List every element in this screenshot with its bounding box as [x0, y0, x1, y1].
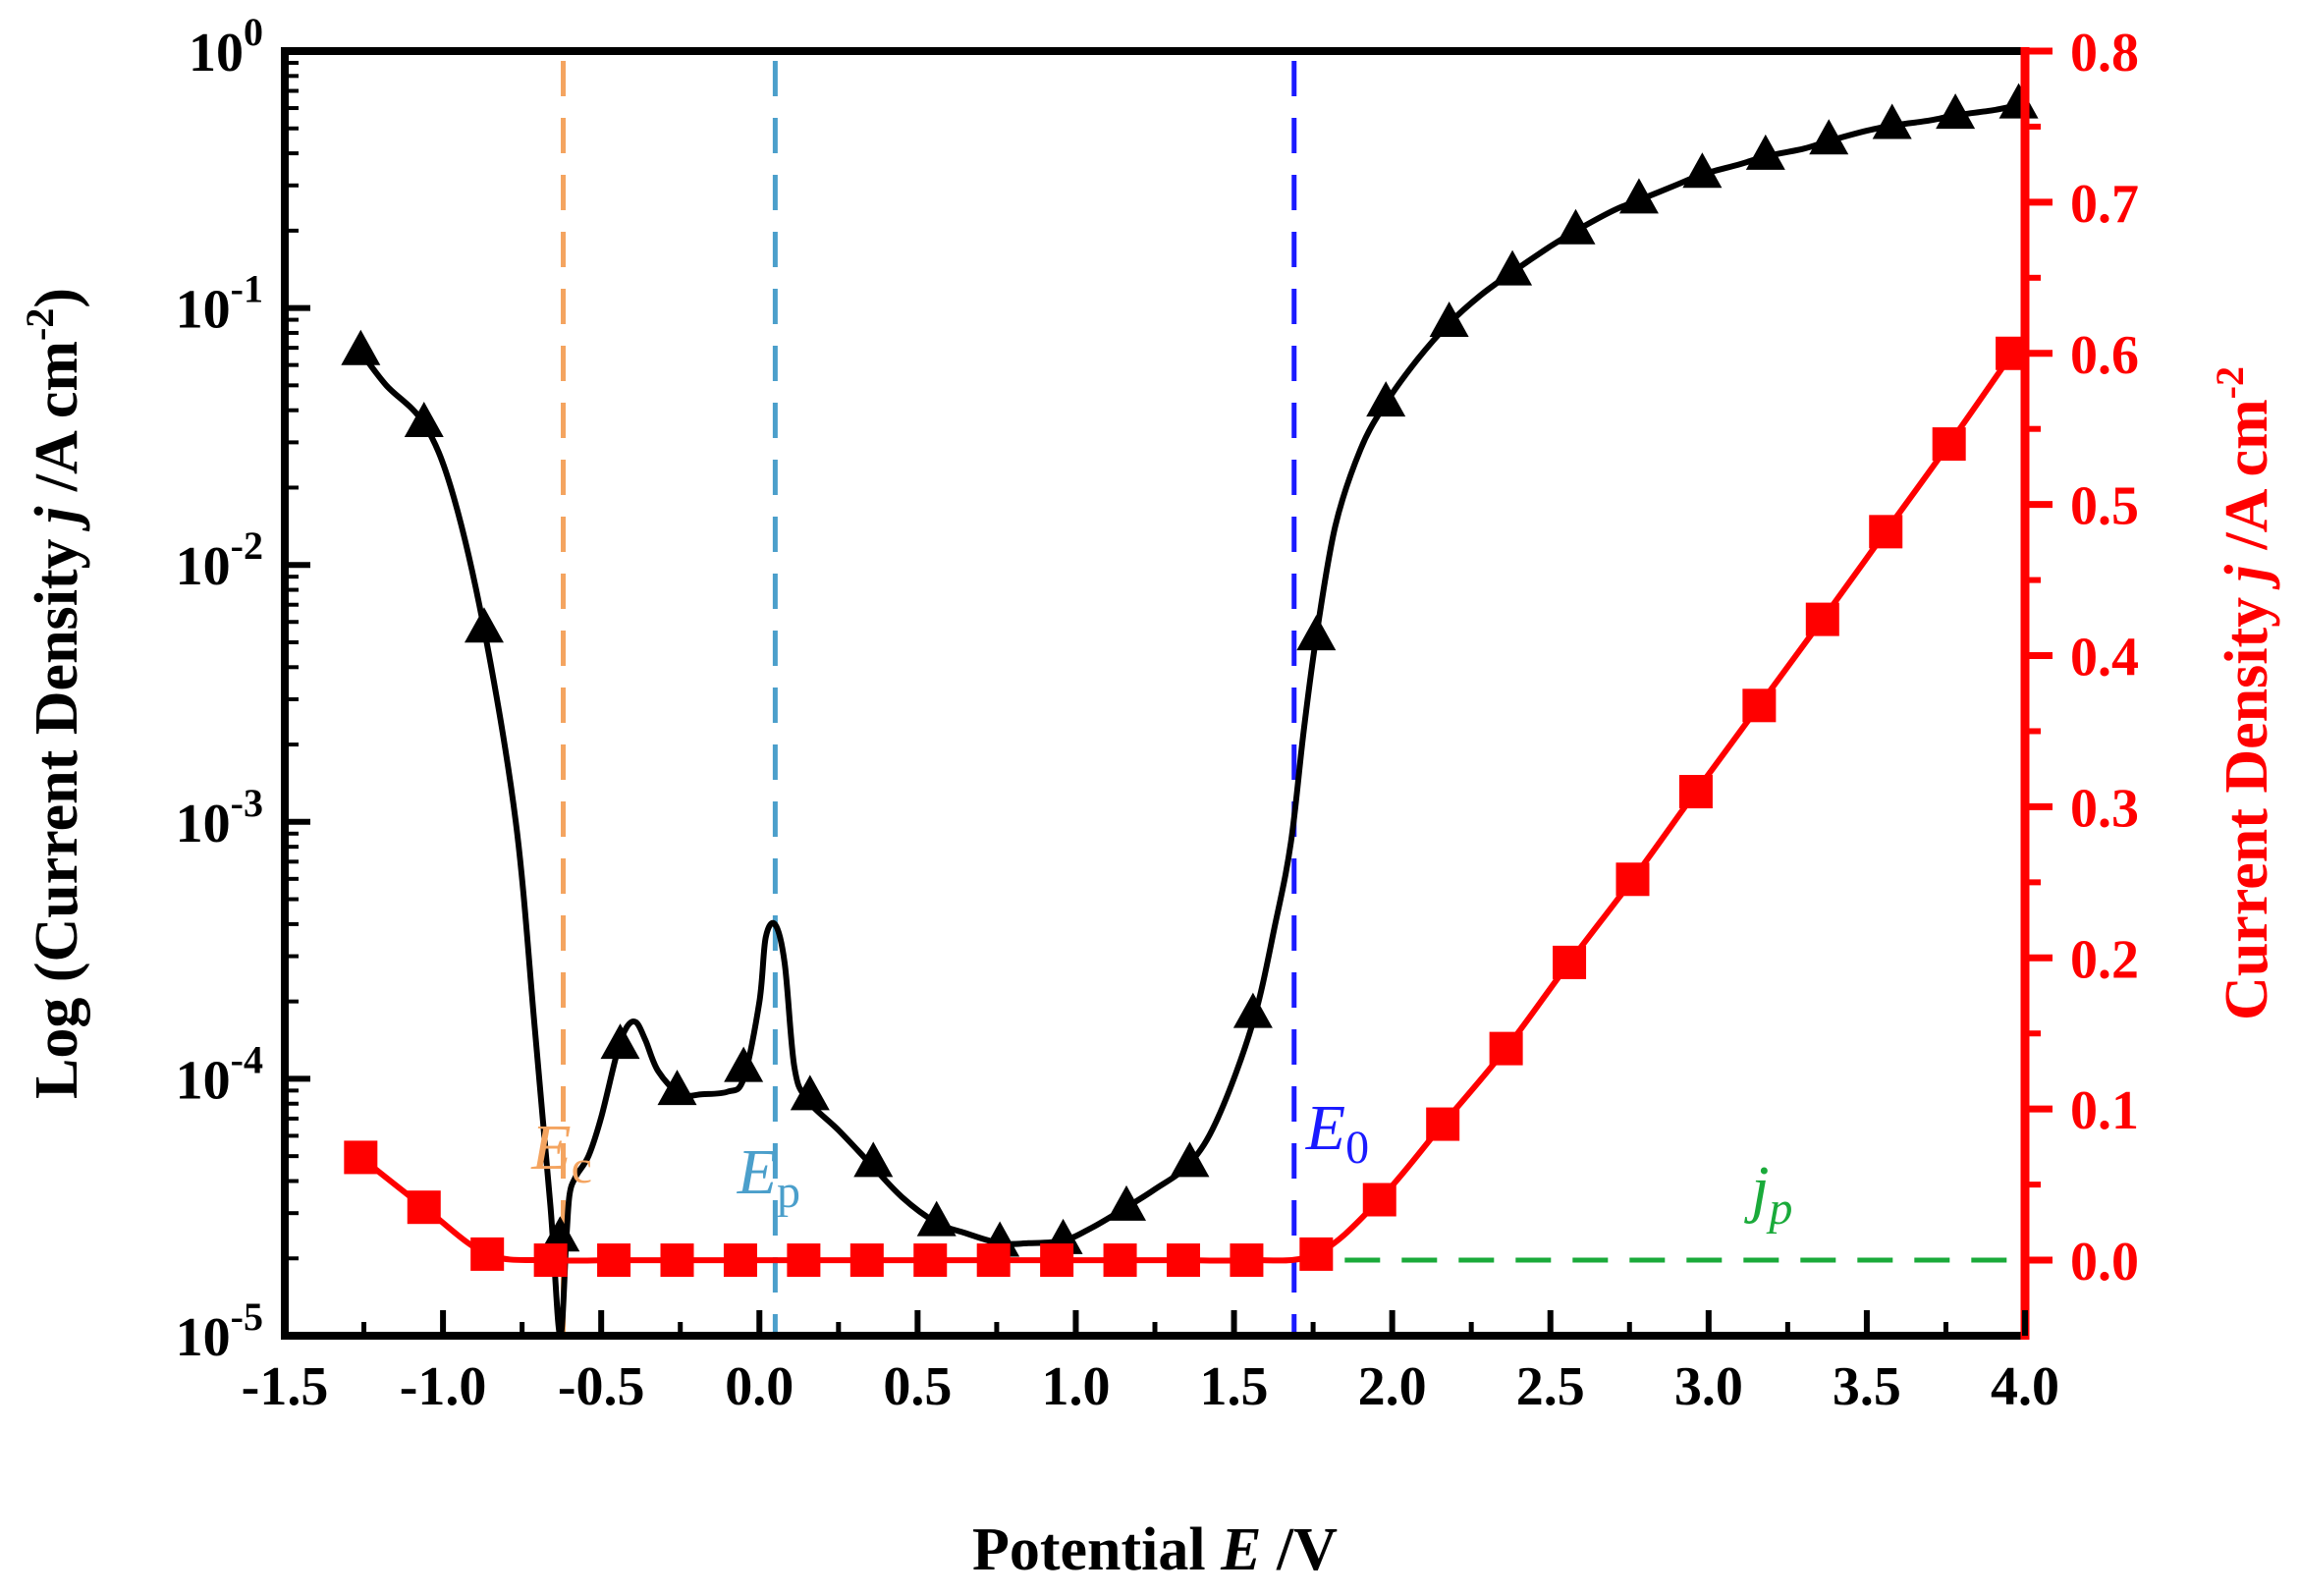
right-tick-label: 0.0 — [2070, 1232, 2139, 1293]
log-current-marker — [1366, 381, 1406, 417]
current-density-marker — [533, 1243, 568, 1278]
log-current-marker — [341, 329, 381, 365]
current-density-marker — [1362, 1183, 1396, 1217]
left-tick-label: 100 — [189, 10, 263, 83]
current-density-marker — [787, 1243, 821, 1278]
current-density-marker — [597, 1243, 631, 1278]
current-density-marker — [1230, 1243, 1264, 1278]
current-density-marker — [1299, 1237, 1334, 1271]
x-tick-label: 0.5 — [883, 1356, 952, 1417]
log-current-marker — [404, 402, 444, 437]
x-tick-label: 1.0 — [1041, 1356, 1110, 1417]
log-current-marker — [853, 1141, 894, 1178]
x-axis-title: Potential E /V — [972, 1516, 1338, 1583]
log-current-marker — [724, 1046, 764, 1082]
log-current-marker — [1618, 178, 1659, 214]
x-tick-label: 3.0 — [1674, 1356, 1743, 1417]
left-tick-label: 10-2 — [176, 523, 263, 597]
annotation-ec: Ec — [530, 1112, 592, 1193]
reference-lines — [561, 61, 2025, 1336]
log-current-marker — [1232, 992, 1273, 1028]
current-density-marker — [1426, 1107, 1460, 1141]
right-tick-label: 0.3 — [2070, 778, 2139, 839]
data-series — [341, 83, 2039, 1340]
x-tick-label: -0.5 — [558, 1356, 645, 1417]
right-axis-title: Current Density j /A cm-2 — [2208, 366, 2280, 1020]
annotation-ep: Ep — [737, 1136, 800, 1218]
x-tick-label: 3.5 — [1833, 1356, 1901, 1417]
log-current-marker — [1296, 615, 1337, 651]
x-tick-label: 2.5 — [1516, 1356, 1585, 1417]
log-current-marker — [1493, 249, 1533, 286]
current-density-marker — [1040, 1243, 1074, 1278]
log-current-marker — [1170, 1141, 1210, 1178]
right-tick-label: 0.8 — [2070, 23, 2139, 83]
annotation-jp: jp — [1743, 1153, 1792, 1235]
left-tick-label: 10-5 — [176, 1294, 263, 1368]
x-tick-label: -1.0 — [400, 1356, 487, 1417]
log-current-marker — [1872, 103, 1912, 139]
current-density-marker — [1103, 1243, 1137, 1278]
x-tick-label: 2.0 — [1358, 1356, 1427, 1417]
log-current-marker — [540, 1216, 580, 1252]
x-tick-label: 0.0 — [725, 1356, 794, 1417]
right-tick-label: 0.4 — [2070, 628, 2139, 688]
log-current-marker — [1556, 208, 1596, 245]
log-current-marker — [1809, 119, 1849, 155]
log-current-marker — [1998, 83, 2039, 119]
x-tick-label: -1.5 — [242, 1356, 329, 1417]
log-current-marker — [790, 1074, 830, 1111]
left-axis-title: Log (Current Density j /A cm-2) — [18, 288, 90, 1099]
log-current-marker — [1745, 134, 1785, 170]
x-tick-label: 1.5 — [1200, 1356, 1269, 1417]
right-tick-label: 0.2 — [2070, 929, 2139, 990]
right-tick-label: 0.1 — [2070, 1080, 2139, 1141]
tick-labels: -1.5 -1.0 -0.5 0.0 0.5 1.0 1.5 2.0 2.5 3.0 3.5 4.0 1… — [176, 10, 2139, 1417]
current-density-marker — [723, 1243, 757, 1278]
axis-ticks — [282, 47, 2053, 1339]
current-density-marker — [1166, 1243, 1200, 1278]
current-density-marker — [660, 1243, 694, 1278]
current-density-marker — [1553, 945, 1587, 979]
current-density-marker — [344, 1140, 378, 1175]
log-current-marker — [600, 1023, 640, 1060]
right-tick-label: 0.7 — [2070, 174, 2139, 235]
current-density-marker — [407, 1190, 441, 1225]
current-density-marker — [913, 1243, 948, 1278]
log-current-marker — [916, 1200, 957, 1237]
log-current-marker — [1107, 1184, 1147, 1221]
current-density-marker — [1805, 602, 1839, 636]
current-density-marker — [1678, 775, 1713, 809]
current-density-marker — [1869, 515, 1903, 549]
left-tick-label: 10-1 — [176, 267, 263, 341]
log-current-marker — [1429, 301, 1469, 337]
current-density-marker — [849, 1243, 884, 1278]
current-density-line — [358, 352, 2015, 1264]
left-tick-label: 10-4 — [176, 1037, 263, 1111]
log-current-marker — [464, 607, 504, 643]
log-current-marker — [657, 1070, 697, 1106]
current-density-marker — [1489, 1031, 1523, 1066]
log-current-marker — [1936, 93, 1976, 130]
right-tick-label: 0.6 — [2070, 325, 2139, 386]
right-tick-label: 0.5 — [2070, 476, 2139, 537]
current-density-marker — [1742, 688, 1777, 723]
current-density-marker — [1615, 862, 1650, 897]
x-tick-label: 4.0 — [1991, 1356, 2059, 1417]
log-current-marker — [1682, 152, 1723, 189]
left-tick-label: 10-3 — [176, 781, 263, 854]
current-density-marker — [976, 1243, 1011, 1278]
current-density-marker — [470, 1237, 505, 1271]
annotation-e0: E0 — [1305, 1092, 1369, 1174]
current-density-marker — [1932, 427, 1966, 462]
